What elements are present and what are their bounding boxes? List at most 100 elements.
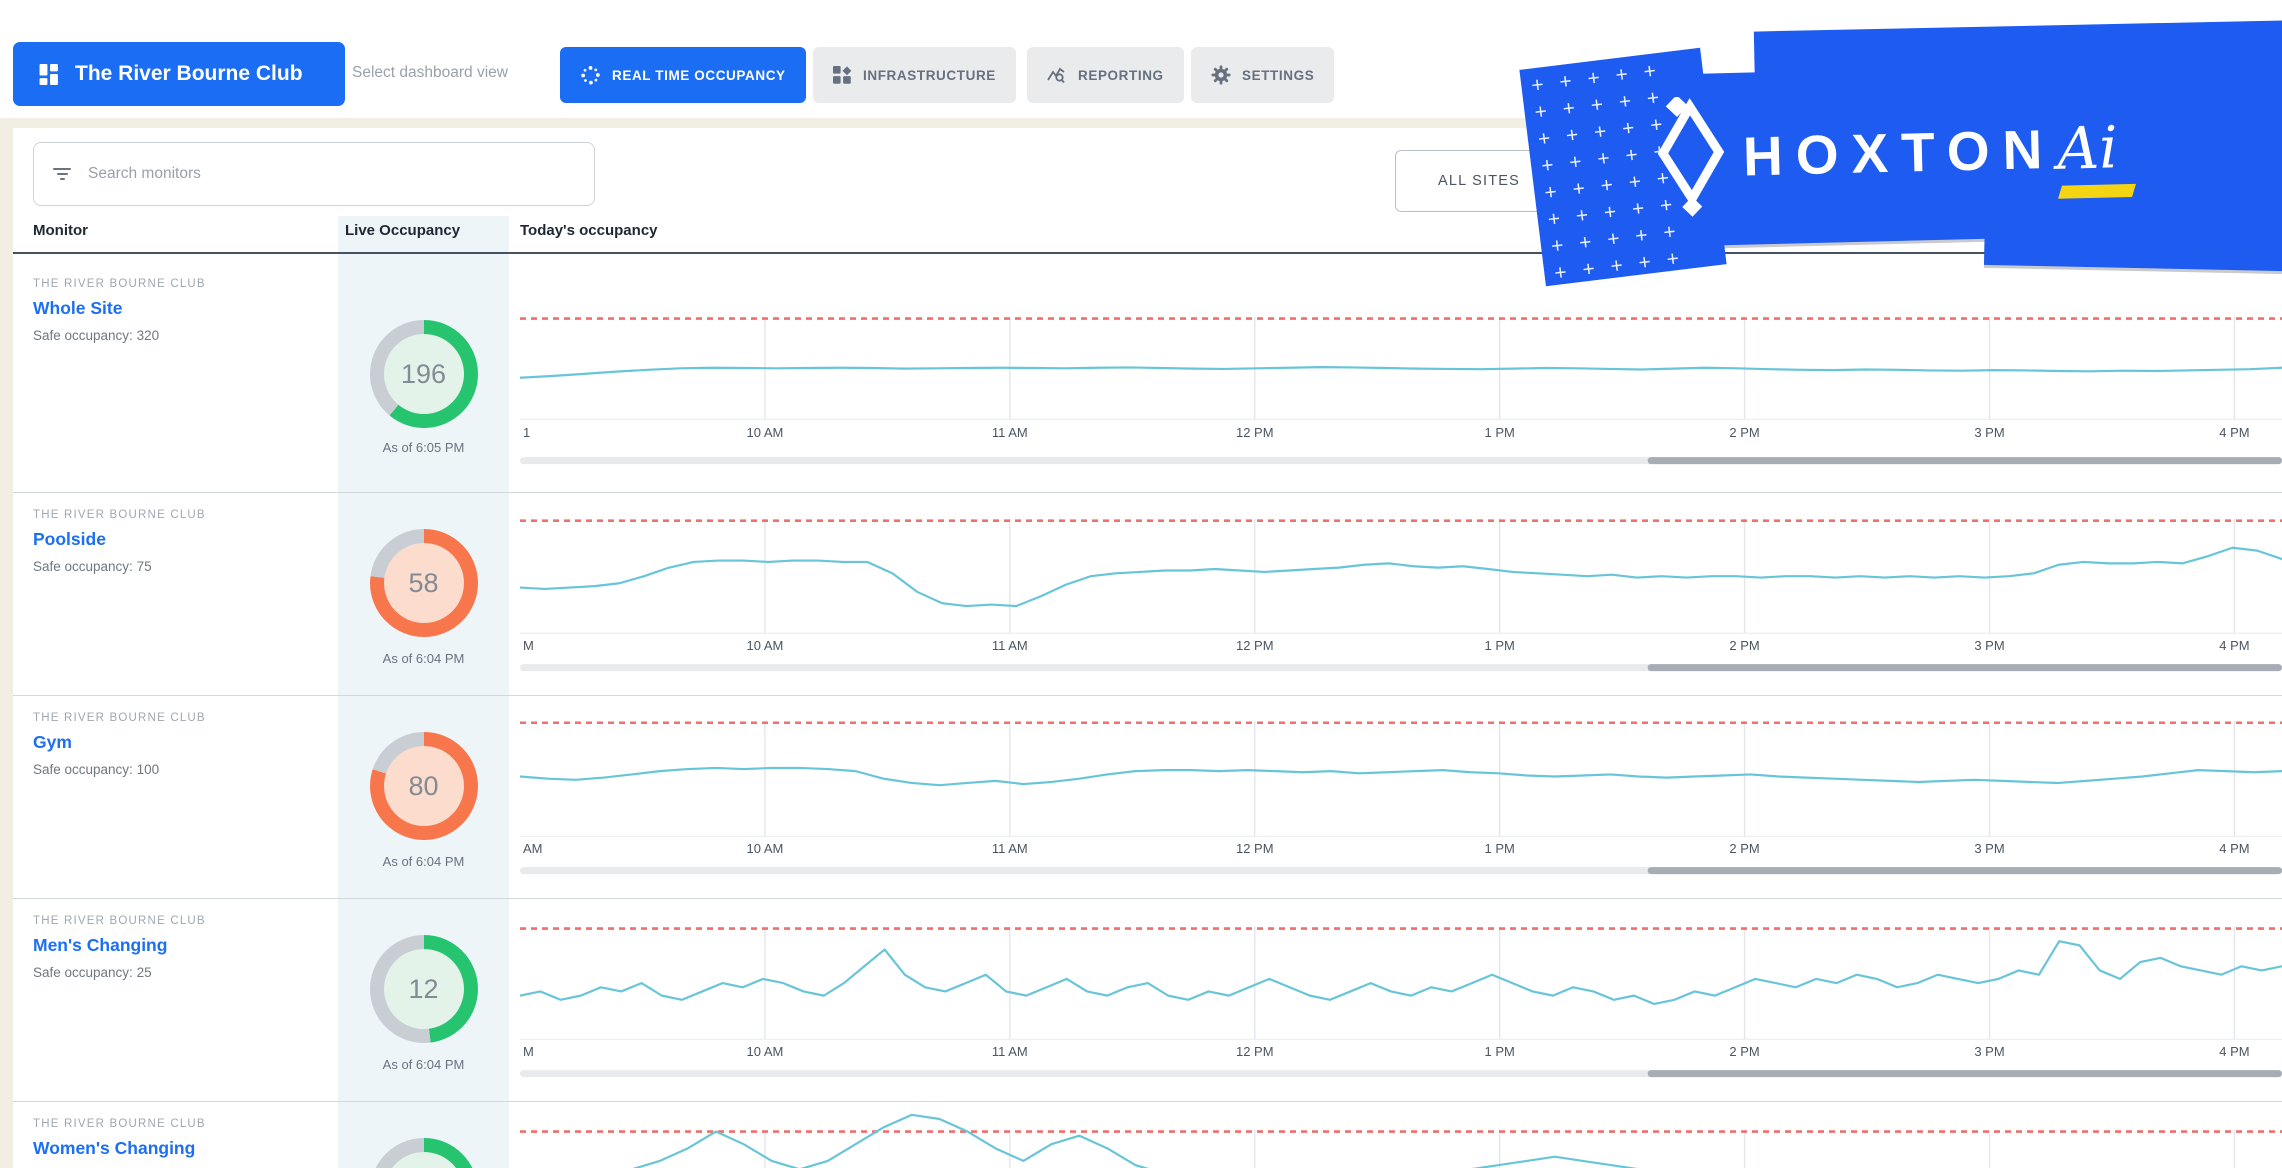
svg-text:M: M — [523, 1044, 534, 1059]
svg-text:4 PM: 4 PM — [2219, 1044, 2249, 1059]
occupancy-chart: 10 AM 11 AM 12 PM 1 PM 2 PM 3 PM 4 PM M — [520, 899, 2282, 1101]
monitor-name-link[interactable]: Women's Changing — [33, 1138, 196, 1158]
occupancy-chart: 10 AM 11 AM 12 PM 1 PM 2 PM 3 PM 4 PM AM — [520, 696, 2282, 898]
svg-text:10 AM: 10 AM — [747, 1044, 784, 1059]
occupancy-gauge: 58 — [369, 529, 478, 637]
safe-occupancy-label: Safe occupancy: 100 — [33, 762, 160, 777]
site-selector-button[interactable]: The River Bourne Club — [13, 42, 345, 106]
occupancy-chart: 10 AM 11 AM 12 PM 1 PM 2 PM 3 PM 4 PM M — [520, 493, 2282, 695]
table-header: Monitor Live Occupancy Today's occupancy — [13, 222, 2282, 252]
tab-label: INFRASTRUCTURE — [863, 67, 996, 83]
search-input[interactable] — [88, 165, 548, 183]
occupancy-value: 58 — [383, 543, 464, 623]
filter-icon — [52, 165, 72, 183]
svg-text:M: M — [523, 638, 534, 653]
column-todays-occupancy: Today's occupancy — [520, 222, 658, 239]
svg-text:1 PM: 1 PM — [1485, 1044, 1515, 1059]
occupancy-gauge: 196 — [369, 320, 478, 428]
svg-text:11 AM: 11 AM — [992, 425, 1028, 440]
monitor-name-link[interactable]: Gym — [33, 732, 72, 752]
monitor-info: THE RIVER BOURNE CLUB Women's Changing — [33, 1118, 333, 1168]
tab-label: SETTINGS — [1242, 67, 1315, 83]
svg-text:1 PM: 1 PM — [1484, 425, 1514, 440]
monitor-rows: THE RIVER BOURNE CLUB Whole Site Safe oc… — [13, 254, 2282, 1168]
safe-occupancy-label: Safe occupancy: 320 — [33, 328, 160, 343]
svg-text:2 PM: 2 PM — [1729, 1044, 1759, 1059]
column-monitor: Monitor — [33, 222, 88, 239]
svg-text:3 PM: 3 PM — [1974, 1044, 2004, 1059]
site-label: THE RIVER BOURNE CLUB — [33, 915, 206, 927]
top-navbar: The River Bourne Club Select dashboard v… — [0, 0, 2282, 118]
live-occupancy-cell: 58 As of 6:04 PM — [338, 493, 509, 695]
brand-label: The River Bourne Club — [75, 62, 303, 85]
as-of-timestamp: As of 6:04 PM — [382, 854, 465, 869]
chart-scrollbar-thumb[interactable] — [1647, 1070, 2282, 1078]
select-dashboard-view[interactable]: Select dashboard view — [352, 64, 508, 81]
occupancy-value: 196 — [383, 334, 464, 414]
svg-text:11 AM: 11 AM — [992, 638, 1028, 653]
monitor-row: THE RIVER BOURNE CLUB Whole Site Safe oc… — [13, 254, 2282, 493]
live-occupancy-cell: 12 As of 6:04 PM — [338, 899, 509, 1101]
svg-text:2 PM: 2 PM — [1729, 841, 1759, 856]
column-live-occupancy: Live Occupancy — [345, 222, 461, 239]
chart-scrollbar-thumb[interactable] — [1647, 867, 2282, 875]
chart-scrollbar-thumb[interactable] — [1647, 664, 2282, 672]
safe-occupancy-label: Safe occupancy: 75 — [33, 559, 152, 574]
occupancy-gauge: 12 — [369, 935, 478, 1043]
monitor-name-link[interactable]: Whole Site — [33, 298, 123, 318]
occupancy-value — [383, 1152, 464, 1168]
svg-text:12 PM: 12 PM — [1236, 841, 1274, 856]
svg-text:1 PM: 1 PM — [1485, 841, 1515, 856]
svg-text:AM: AM — [523, 841, 542, 856]
svg-text:2 PM: 2 PM — [1729, 425, 1759, 440]
monitor-info: THE RIVER BOURNE CLUB Gym Safe occupancy… — [33, 712, 333, 777]
site-label: THE RIVER BOURNE CLUB — [33, 712, 206, 724]
live-occupancy-cell: 196 As of 6:05 PM — [338, 254, 509, 492]
table-header-divider — [13, 252, 2282, 254]
tab-label: REPORTING — [1078, 67, 1164, 83]
tab-reporting[interactable]: REPORTING — [1027, 47, 1184, 103]
svg-text:3 PM: 3 PM — [1974, 841, 2004, 856]
monitor-info: THE RIVER BOURNE CLUB Poolside Safe occu… — [33, 509, 333, 574]
site-label: THE RIVER BOURNE CLUB — [33, 509, 206, 521]
chart-scrollbar-thumb[interactable] — [1647, 457, 2282, 465]
svg-text:11 AM: 11 AM — [992, 1044, 1028, 1059]
report-chart-icon — [1047, 67, 1065, 83]
occupancy-gauge — [369, 1138, 478, 1168]
occupancy-chart: 10 AM 11 AM 12 PM 1 PM 2 PM 3 PM 4 PM 1 — [520, 254, 2282, 492]
monitor-info: THE RIVER BOURNE CLUB Whole Site Safe oc… — [33, 278, 333, 343]
live-occupancy-cell: 80 As of 6:04 PM — [338, 696, 509, 898]
svg-text:1 PM: 1 PM — [1485, 638, 1515, 653]
svg-text:12 PM: 12 PM — [1236, 425, 1274, 440]
tab-infrastructure[interactable]: INFRASTRUCTURE — [813, 47, 1016, 103]
svg-text:2 PM: 2 PM — [1729, 638, 1759, 653]
svg-text:12 PM: 12 PM — [1236, 1044, 1274, 1059]
gear-icon — [1211, 65, 1231, 85]
monitor-name-link[interactable]: Men's Changing — [33, 935, 168, 955]
svg-text:4 PM: 4 PM — [2219, 425, 2249, 440]
svg-text:4 PM: 4 PM — [2219, 638, 2249, 653]
site-label: THE RIVER BOURNE CLUB — [33, 278, 206, 290]
tab-real-time-occupancy[interactable]: REAL TIME OCCUPANCY — [560, 47, 806, 103]
live-occupancy-cell — [338, 1102, 509, 1168]
svg-text:3 PM: 3 PM — [1974, 425, 2004, 440]
svg-text:12 PM: 12 PM — [1236, 638, 1274, 653]
search-monitors-box[interactable] — [33, 142, 595, 206]
svg-text:3 PM: 3 PM — [1974, 638, 2004, 653]
monitor-row: THE RIVER BOURNE CLUB Gym Safe occupancy… — [13, 696, 2282, 899]
occupancy-value: 12 — [383, 949, 464, 1029]
as-of-timestamp: As of 6:04 PM — [382, 1057, 465, 1072]
svg-text:4 PM: 4 PM — [2219, 841, 2249, 856]
monitor-row: THE RIVER BOURNE CLUB Women's Changing 1… — [13, 1102, 2282, 1168]
blocks-icon — [833, 65, 852, 84]
monitor-info: THE RIVER BOURNE CLUB Men's Changing Saf… — [33, 915, 333, 980]
svg-text:10 AM: 10 AM — [747, 841, 784, 856]
all-sites-dropdown[interactable]: ALL SITES — [1395, 150, 1563, 212]
monitor-name-link[interactable]: Poolside — [33, 529, 106, 549]
svg-text:1: 1 — [523, 425, 530, 440]
monitor-row: THE RIVER BOURNE CLUB Men's Changing Saf… — [13, 899, 2282, 1102]
monitor-row: THE RIVER BOURNE CLUB Poolside Safe occu… — [13, 493, 2282, 696]
occupancy-value: 80 — [383, 746, 464, 826]
tab-settings[interactable]: SETTINGS — [1191, 47, 1335, 103]
